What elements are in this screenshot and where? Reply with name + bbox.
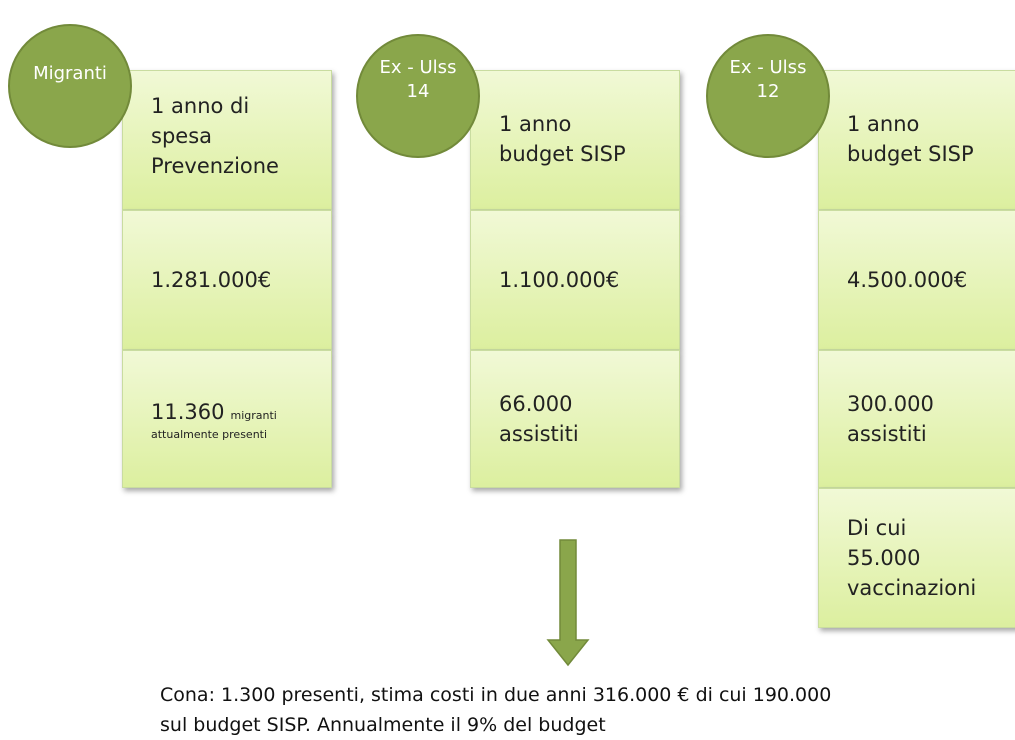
cell-text: 4.500.000€ xyxy=(847,268,968,292)
cell-text: 55.000 xyxy=(847,546,921,570)
footer-line: Cona: 1.300 presenti, stima costi in due… xyxy=(160,684,832,706)
circle-label: 12 xyxy=(756,81,780,102)
table-cell: 66.000 assistiti xyxy=(470,350,680,488)
table-cell: 4.500.000€ xyxy=(818,210,1015,350)
cell-text: spesa xyxy=(151,124,213,148)
cell-text: assistiti xyxy=(499,422,579,446)
down-arrow xyxy=(546,539,590,667)
category-circle: Ex - Ulss 12 xyxy=(706,34,830,158)
category-circle: Migranti xyxy=(8,24,132,148)
cell-row: 11.360 migranti xyxy=(151,397,331,427)
cell-small-text: attualmente presenti xyxy=(151,427,268,441)
circle-label: Ex - Ulss xyxy=(729,57,807,78)
table-cell: 11.360 migranti attualmente presenti xyxy=(122,350,332,488)
cell-text: assistiti xyxy=(847,422,927,446)
footer-line: sul budget SISP. Annualmente il 9% del b… xyxy=(160,714,606,736)
table-cell: 1 anno di spesa Prevenzione xyxy=(122,70,332,210)
cell-text: budget SISP xyxy=(847,142,974,166)
table-cell: 1.100.000€ xyxy=(470,210,680,350)
cell-small-text: migranti xyxy=(230,408,277,422)
category-circle: Ex - Ulss 14 xyxy=(356,34,480,158)
cell-text: 1.100.000€ xyxy=(499,268,620,292)
table-cell: Di cui 55.000 vaccinazioni xyxy=(818,488,1015,628)
footer-text: Cona: 1.300 presenti, stima costi in due… xyxy=(160,680,831,740)
cell-text: vaccinazioni xyxy=(847,576,977,600)
table-cell: 1.281.000€ xyxy=(122,210,332,350)
cell-text: 66.000 xyxy=(499,392,573,416)
table-cell: 300.000 assistiti xyxy=(818,350,1015,488)
table-cell: 1 anno budget SISP xyxy=(470,70,680,210)
cell-text: Di cui xyxy=(847,516,907,540)
table-cell: 1 anno budget SISP xyxy=(818,70,1015,210)
circle-label: Migranti xyxy=(33,63,107,84)
cell-text: 1 anno di xyxy=(151,94,250,118)
circle-label: 14 xyxy=(406,81,430,102)
cell-text: 1 anno xyxy=(499,112,572,136)
cell-number: 11.360 xyxy=(151,399,225,424)
cell-text: Prevenzione xyxy=(151,154,279,178)
circle-label: Ex - Ulss xyxy=(379,57,457,78)
cell-text: 300.000 xyxy=(847,392,934,416)
cell-text: 1.281.000€ xyxy=(151,268,272,292)
cell-text: 1 anno xyxy=(847,112,920,136)
cell-text: budget SISP xyxy=(499,142,626,166)
